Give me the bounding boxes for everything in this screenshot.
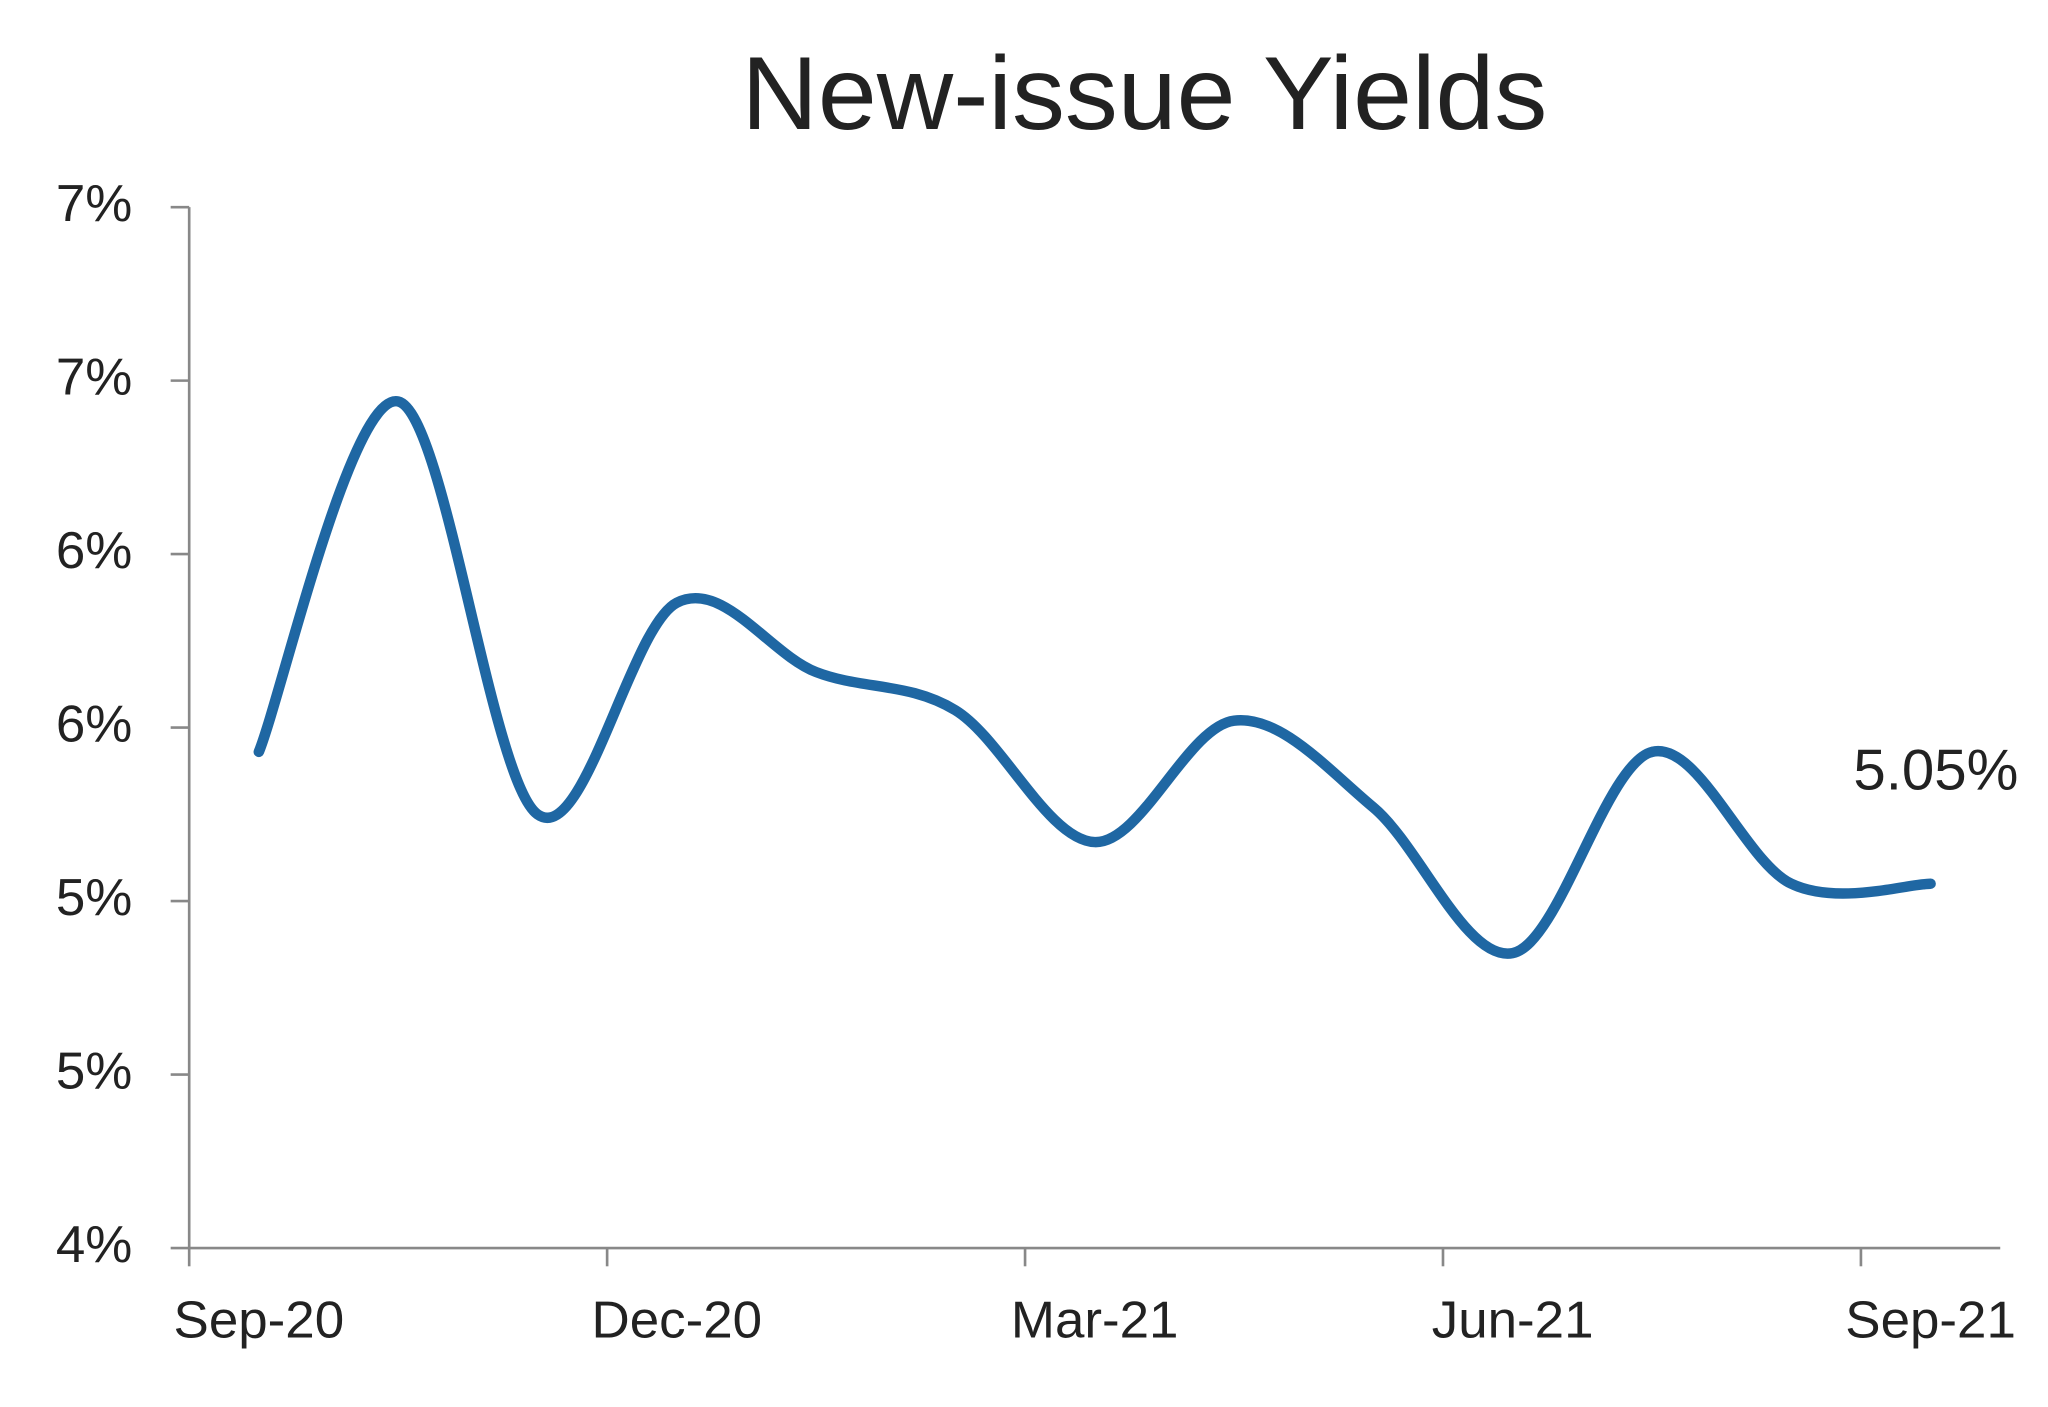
- data-label: 5.05%: [1853, 739, 2018, 803]
- y-tick-label: 7%: [56, 348, 132, 407]
- x-tick-label: Sep-20: [174, 1291, 345, 1350]
- line-series: [253, 396, 1936, 959]
- x-tick-label: Jun-21: [1432, 1291, 1594, 1350]
- y-tick-label: 5%: [56, 1042, 132, 1101]
- x-tick-label: Sep-21: [1845, 1291, 2016, 1350]
- x-tick-label: Mar-21: [1011, 1291, 1179, 1350]
- y-tick-label: 4%: [56, 1215, 132, 1274]
- y-tick-label: 5%: [56, 868, 132, 927]
- y-tick-label: 6%: [56, 521, 132, 580]
- chart-title: New-issue Yields: [742, 36, 1548, 152]
- y-tick-label: 6%: [56, 695, 132, 754]
- x-tick-label: Dec-20: [592, 1291, 763, 1350]
- y-tick-label: 7%: [56, 174, 132, 233]
